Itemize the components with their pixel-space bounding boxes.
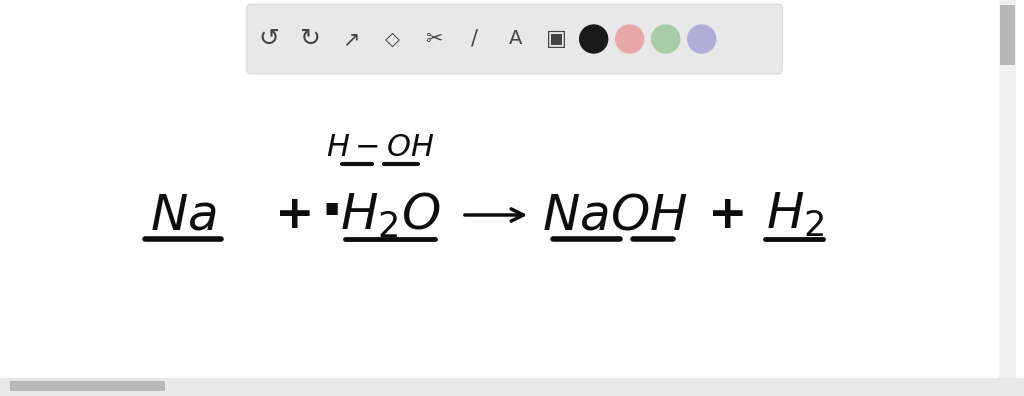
Text: ↻: ↻ [299,27,321,51]
Text: $\mathit{H_2}$: $\mathit{H_2}$ [766,191,824,239]
Text: /: / [471,29,478,49]
FancyBboxPatch shape [247,4,782,74]
Text: A: A [509,29,522,48]
Circle shape [651,25,680,53]
Text: $\mathit{NaOH}$: $\mathit{NaOH}$ [542,191,688,239]
Text: ↗: ↗ [342,29,359,49]
Text: +: + [275,192,314,238]
Text: ◇: ◇ [385,29,399,48]
Bar [10,381,165,391]
Text: ·: · [319,182,344,244]
Text: ↺: ↺ [258,27,280,51]
Bar [0,378,1024,396]
Text: +: + [709,192,748,238]
Circle shape [580,25,607,53]
Text: ▣: ▣ [546,29,567,49]
Text: $\mathit{H_2O}$: $\mathit{H_2O}$ [340,190,440,240]
Bar [1000,5,1015,65]
Text: ✂: ✂ [425,29,442,49]
Text: $\mathit{Na}$: $\mathit{Na}$ [150,191,216,239]
Text: $\mathit{H-OH}$: $\mathit{H-OH}$ [326,133,434,162]
Bar [999,0,1016,396]
Circle shape [688,25,716,53]
Circle shape [615,25,644,53]
